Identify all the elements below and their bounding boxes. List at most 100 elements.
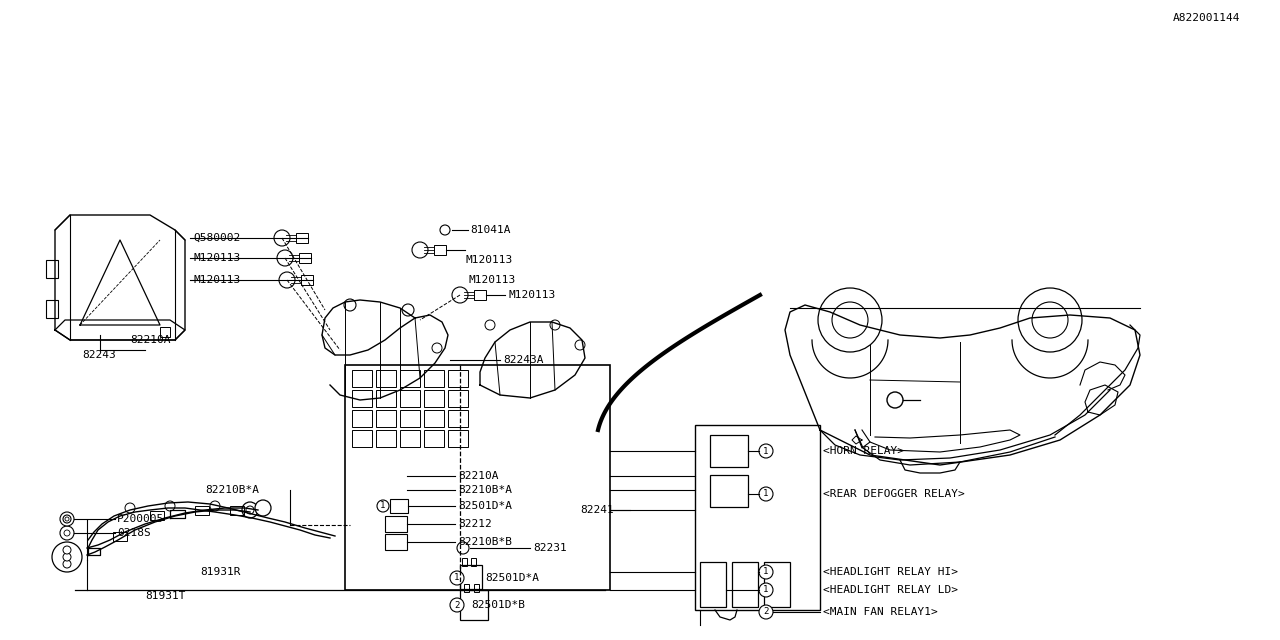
Circle shape [65,517,69,521]
Text: Q580002: Q580002 [193,233,241,243]
Bar [376,390,396,407]
Text: 82210B*B: 82210B*B [458,537,512,547]
Circle shape [64,530,70,536]
Text: 82210A: 82210A [458,471,498,481]
Circle shape [575,340,585,350]
Bar [46,300,58,318]
Text: 82212: 82212 [458,519,492,529]
Text: 82210B*A: 82210B*A [458,485,512,495]
Bar [474,584,479,592]
Bar [471,558,476,566]
Circle shape [63,560,70,568]
Text: 82243A: 82243A [503,355,544,365]
Bar [401,430,420,447]
Bar [385,516,407,532]
Bar [448,370,468,387]
Bar [448,390,468,407]
Text: M120113: M120113 [193,275,241,285]
Bar [301,275,314,285]
Circle shape [279,272,294,288]
Bar [710,435,748,467]
Text: <MAIN FAN RELAY1>: <MAIN FAN RELAY1> [823,607,938,617]
Circle shape [63,515,70,523]
Bar [376,430,396,447]
Text: <HEADLIGHT RELAY HI>: <HEADLIGHT RELAY HI> [823,567,957,577]
Bar [460,565,483,589]
Text: M120113: M120113 [465,255,512,265]
Circle shape [759,605,773,619]
Circle shape [451,571,465,585]
Bar [424,430,444,447]
Text: A822001144: A822001144 [1172,13,1240,23]
Circle shape [63,553,70,561]
Circle shape [759,565,773,579]
Circle shape [451,598,465,612]
Bar [300,253,311,263]
Bar [113,532,127,541]
Circle shape [440,225,451,235]
Bar [385,534,407,550]
Bar [46,260,58,278]
Text: 82501D*A: 82501D*A [458,501,512,511]
Bar [465,584,468,592]
Circle shape [63,546,70,554]
Circle shape [1032,302,1068,338]
Bar [424,390,444,407]
Text: <HEADLIGHT RELAY LD>: <HEADLIGHT RELAY LD> [823,585,957,595]
Circle shape [60,512,74,526]
Circle shape [818,288,882,352]
Text: 2: 2 [454,600,460,609]
Bar [700,562,726,607]
Text: 1: 1 [454,573,460,582]
Bar [376,410,396,427]
Text: 1: 1 [763,490,769,499]
Text: M120113: M120113 [508,290,556,300]
Circle shape [402,304,413,316]
Text: M120113: M120113 [193,253,241,263]
Circle shape [52,542,82,572]
Circle shape [246,506,253,514]
Bar [352,390,372,407]
Bar [448,430,468,447]
Circle shape [344,299,356,311]
Bar [401,410,420,427]
Circle shape [242,502,259,518]
Bar [390,499,408,513]
Bar [434,245,445,255]
Text: 82231: 82231 [532,543,567,553]
Circle shape [759,487,773,501]
Bar [764,562,790,607]
Bar [376,370,396,387]
Bar [346,365,611,590]
Text: 82243: 82243 [82,350,115,360]
Circle shape [759,583,773,597]
Text: 82210A: 82210A [131,335,170,345]
Text: 82210B*A: 82210B*A [205,485,259,495]
Text: 81931R: 81931R [200,567,241,577]
Bar [401,390,420,407]
Circle shape [412,242,428,258]
Text: <HORN RELAY>: <HORN RELAY> [823,446,904,456]
Circle shape [1018,288,1082,352]
Text: 1: 1 [763,447,769,456]
Bar [352,370,372,387]
Bar [424,410,444,427]
Circle shape [255,500,271,516]
Circle shape [276,250,293,266]
Text: 2: 2 [763,607,769,616]
Text: 82501D*B: 82501D*B [471,600,525,610]
Text: 81041A: 81041A [470,225,511,235]
Bar [462,558,467,566]
Bar [401,370,420,387]
Bar [474,290,486,300]
Circle shape [433,343,442,353]
Circle shape [210,501,220,511]
Text: 0218S: 0218S [116,528,151,538]
Text: P200005: P200005 [116,514,164,524]
Circle shape [274,230,291,246]
Bar [732,562,758,607]
Text: M120113: M120113 [468,275,516,285]
Bar [296,233,308,243]
Circle shape [832,302,868,338]
Text: <REAR DEFOGGER RELAY>: <REAR DEFOGGER RELAY> [823,489,965,499]
